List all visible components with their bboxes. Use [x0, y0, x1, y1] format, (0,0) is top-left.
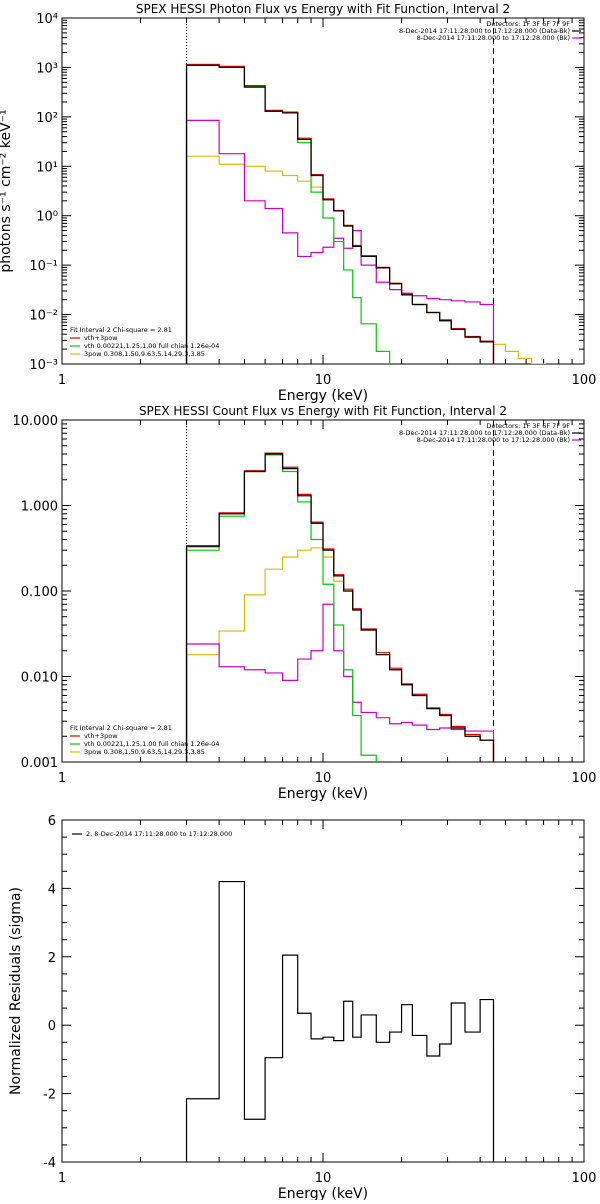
fit-legend-header: Fit Interval 2 Chi-square = 2.81	[70, 724, 172, 732]
legend-entry: 8-Dec-2014 17:11:28.000 to 17:12:28.000 …	[417, 34, 570, 42]
fit-legend-entry: vth 0.00221,1.25,1.00 full chian 1.26e-0…	[84, 740, 219, 748]
series-line-3pow	[185, 155, 546, 364]
fit-legend-entry: vth 0.00221,1.25,1.00 full chian 1.26e-0…	[84, 342, 219, 350]
fit-legend-entry: 3pow 0.308,1.50,9.63,5.14,29.3,3.85	[84, 350, 205, 358]
x-tick-label: 10	[315, 373, 332, 388]
series-group	[185, 452, 495, 762]
x-tick-label: 1	[58, 771, 66, 786]
fit-legend-entry: vth+3pow	[84, 334, 118, 342]
series-line-bk	[185, 119, 495, 364]
legend-entry: 2, 8-Dec-2014 17:11:28.000 to 17:12:28.0…	[86, 830, 232, 838]
y-tick-label: 0	[48, 1019, 56, 1034]
legend-entry: Detectors: 1F 3F 6F 7F 9F	[486, 422, 570, 430]
chart-panel-2: SPEX HESSI Count Flux vs Energy with Fit…	[13, 404, 597, 802]
fit-legend-entry: vth+3pow	[84, 732, 118, 740]
x-axis-label: Energy (keV)	[278, 388, 368, 404]
series-line-vth	[185, 454, 377, 762]
legend-entry: 8-Dec-2014 17:11:28.000 to 17:12:28.000 …	[399, 429, 570, 437]
plot-frame	[61, 419, 585, 763]
x-tick-label: 1	[58, 1171, 66, 1186]
series-line-vth-3pow	[185, 63, 495, 364]
y-tick-label: 10⁰	[36, 210, 58, 225]
chart-title: SPEX HESSI Photon Flux vs Energy with Fi…	[136, 2, 510, 16]
series-group	[185, 880, 495, 1162]
series-line-data-bk	[185, 453, 495, 762]
y-tick-label: 10¹	[36, 160, 58, 175]
fit-legend-entry: 3pow 0.308,1.50,9.63,5.14,29.3,3.85	[84, 748, 205, 756]
chart-title: SPEX HESSI Count Flux vs Energy with Fit…	[139, 404, 507, 418]
chart-panel-1: SPEX HESSI Photon Flux vs Energy with Fi…	[0, 2, 596, 404]
y-tick-label: 10⁻¹	[29, 259, 58, 274]
y-tick-label: 10²	[36, 111, 58, 126]
legend-entry: 8-Dec-2014 17:11:28.000 to 17:12:28.000 …	[417, 436, 570, 444]
y-tick-label: 10⁻²	[29, 309, 58, 324]
x-axis-label: Energy (keV)	[278, 1186, 368, 1200]
y-tick-label: 0.001	[21, 756, 58, 771]
x-tick-label: 100	[572, 1171, 597, 1186]
y-tick-label: 10³	[36, 61, 58, 76]
chart-panel-3: 1 10 100 Energy (keV) 6 4 2 0 -2 -4 Normalized Res…	[8, 814, 597, 1202]
series-line-vth-3pow	[185, 452, 495, 762]
plot-frame	[61, 819, 585, 1163]
y-tick-label: -2	[43, 1088, 56, 1103]
series-group	[185, 63, 546, 364]
legend-entry: Detectors: 1F 3F 6F 7F 9F	[486, 20, 570, 28]
series-line-vth	[185, 63, 391, 364]
series-line-bk	[185, 603, 495, 762]
y-tick-label: 10⁴	[36, 12, 58, 27]
y-tick-label: 4	[48, 882, 56, 897]
fit-legend-header: Fit Interval 2 Chi-square = 2.81	[70, 326, 172, 334]
y-tick-label: 2	[48, 951, 56, 966]
y-axis-label: photons s⁻¹ cm⁻² keV⁻¹	[0, 109, 14, 272]
legend-entry: 8-Dec-2014 17:11:28.000 to 17:12:28.000 …	[399, 27, 570, 35]
y-tick-label: 1.000	[21, 500, 58, 515]
x-tick-label: 100	[572, 373, 597, 388]
series-line-data-bk	[185, 64, 495, 364]
y-axis-label: Normalized Residuals (sigma)	[8, 887, 24, 1095]
y-tick-label: 0.010	[21, 671, 58, 686]
series-line-residuals	[185, 880, 495, 1162]
x-tick-label: 1	[58, 373, 66, 388]
x-axis-label: Energy (keV)	[278, 786, 368, 802]
x-tick-label: 10	[315, 1171, 332, 1186]
x-tick-label: 10	[315, 771, 332, 786]
y-tick-label: 6	[48, 814, 56, 829]
y-tick-label: 10⁻³	[29, 358, 58, 373]
y-tick-label: -4	[43, 1156, 56, 1171]
series-line-3pow	[185, 547, 495, 762]
y-tick-label: 0.100	[21, 585, 58, 600]
y-tick-label: 10.000	[13, 414, 59, 429]
x-tick-label: 100	[572, 771, 597, 786]
